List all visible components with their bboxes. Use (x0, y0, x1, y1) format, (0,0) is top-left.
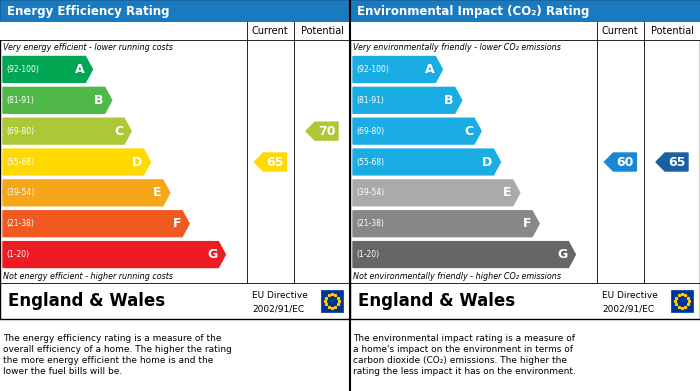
Text: A: A (75, 63, 85, 76)
Text: Very environmentally friendly - lower CO₂ emissions: Very environmentally friendly - lower CO… (353, 43, 561, 52)
Polygon shape (306, 122, 338, 140)
Text: E: E (153, 187, 162, 199)
Polygon shape (3, 211, 189, 237)
Polygon shape (3, 57, 92, 83)
Text: Environmental Impact (CO₂) Rating: Environmental Impact (CO₂) Rating (357, 5, 589, 18)
Text: The energy efficiency rating is a measure of the: The energy efficiency rating is a measur… (3, 334, 221, 343)
Text: (69-80): (69-80) (356, 127, 384, 136)
Text: 2002/91/EC: 2002/91/EC (602, 305, 654, 314)
Text: (55-68): (55-68) (356, 158, 384, 167)
Text: (92-100): (92-100) (6, 65, 39, 74)
Text: The environmental impact rating is a measure of: The environmental impact rating is a mea… (353, 334, 575, 343)
Polygon shape (353, 211, 539, 237)
Text: England & Wales: England & Wales (358, 292, 515, 310)
Text: Energy Efficiency Rating: Energy Efficiency Rating (7, 5, 169, 18)
Text: rating the less impact it has on the environment.: rating the less impact it has on the env… (353, 367, 576, 376)
Text: 65: 65 (266, 156, 284, 169)
Polygon shape (656, 153, 688, 171)
Text: the more energy efficient the home is and the: the more energy efficient the home is an… (3, 356, 214, 365)
Text: Current: Current (602, 26, 638, 36)
Text: (21-38): (21-38) (6, 219, 34, 228)
Text: G: G (557, 248, 568, 261)
Bar (321, 290, 343, 312)
Text: Not environmentally friendly - higher CO₂ emissions: Not environmentally friendly - higher CO… (353, 272, 561, 281)
Text: 70: 70 (318, 125, 335, 138)
Bar (350, 0, 700, 22)
Text: Potential: Potential (300, 26, 344, 36)
Text: 2002/91/EC: 2002/91/EC (252, 305, 304, 314)
Text: (39-54): (39-54) (6, 188, 34, 197)
Text: a home's impact on the environment in terms of: a home's impact on the environment in te… (353, 345, 573, 354)
Text: B: B (444, 94, 454, 107)
Polygon shape (353, 149, 500, 175)
Text: carbon dioxide (CO₂) emissions. The higher the: carbon dioxide (CO₂) emissions. The high… (353, 356, 567, 365)
Text: EU Directive: EU Directive (602, 291, 658, 300)
Polygon shape (604, 153, 636, 171)
Text: D: D (132, 156, 143, 169)
Bar (350, 22, 700, 40)
Text: (1-20): (1-20) (356, 250, 379, 259)
Text: (69-80): (69-80) (6, 127, 34, 136)
Text: D: D (482, 156, 493, 169)
Polygon shape (353, 242, 575, 267)
Text: F: F (173, 217, 181, 230)
Text: (39-54): (39-54) (356, 188, 384, 197)
Text: overall efficiency of a home. The higher the rating: overall efficiency of a home. The higher… (3, 345, 232, 354)
Polygon shape (353, 87, 462, 113)
Text: A: A (425, 63, 435, 76)
Text: Not energy efficient - higher running costs: Not energy efficient - higher running co… (3, 272, 173, 281)
Bar (0, 22, 350, 40)
Bar (671, 290, 693, 312)
Text: (21-38): (21-38) (356, 219, 384, 228)
Bar (0, 0, 350, 22)
Text: (55-68): (55-68) (6, 158, 34, 167)
Text: lower the fuel bills will be.: lower the fuel bills will be. (3, 367, 122, 376)
Polygon shape (3, 242, 225, 267)
Text: B: B (94, 94, 104, 107)
Text: (81-91): (81-91) (356, 96, 384, 105)
Text: (1-20): (1-20) (6, 250, 29, 259)
Text: F: F (523, 217, 531, 230)
Polygon shape (3, 180, 170, 206)
Text: (81-91): (81-91) (6, 96, 34, 105)
Text: G: G (207, 248, 218, 261)
Text: E: E (503, 187, 512, 199)
Text: Very energy efficient - lower running costs: Very energy efficient - lower running co… (3, 43, 173, 52)
Bar (0, 0, 350, 319)
Text: 65: 65 (668, 156, 685, 169)
Polygon shape (3, 118, 131, 144)
Text: 60: 60 (616, 156, 634, 169)
Text: Current: Current (252, 26, 288, 36)
Polygon shape (353, 57, 442, 83)
Bar (350, 0, 700, 319)
Polygon shape (353, 118, 481, 144)
Polygon shape (3, 149, 150, 175)
Text: EU Directive: EU Directive (252, 291, 308, 300)
Text: (92-100): (92-100) (356, 65, 389, 74)
Text: Potential: Potential (650, 26, 694, 36)
Text: England & Wales: England & Wales (8, 292, 165, 310)
Text: C: C (464, 125, 473, 138)
Text: C: C (114, 125, 123, 138)
Polygon shape (254, 153, 286, 171)
Polygon shape (353, 180, 520, 206)
Polygon shape (3, 87, 112, 113)
